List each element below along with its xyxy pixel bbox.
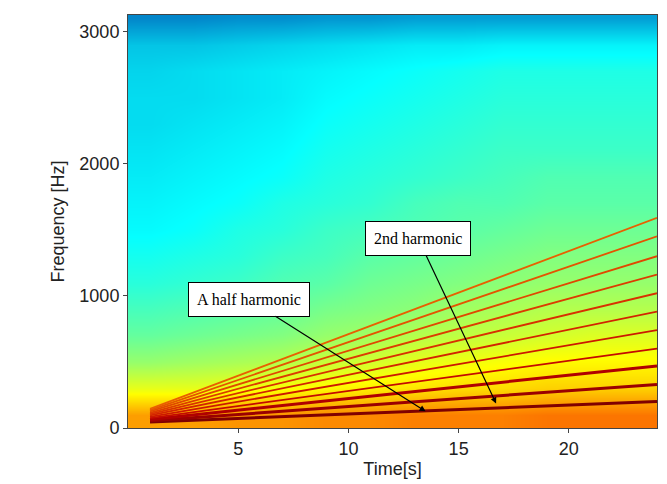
svg-text:A half harmonic: A half harmonic	[197, 291, 301, 308]
svg-text:10: 10	[338, 439, 358, 459]
svg-text:Time[s]: Time[s]	[363, 459, 421, 479]
svg-text:Frequency [Hz]: Frequency [Hz]	[48, 160, 68, 282]
svg-text:2nd harmonic: 2nd harmonic	[374, 230, 462, 247]
svg-text:5: 5	[233, 439, 243, 459]
svg-text:3000: 3000	[79, 22, 119, 42]
svg-text:0: 0	[109, 418, 119, 438]
svg-text:15: 15	[449, 439, 469, 459]
svg-text:20: 20	[559, 439, 579, 459]
svg-text:2000: 2000	[79, 154, 119, 174]
svg-text:1000: 1000	[79, 286, 119, 306]
